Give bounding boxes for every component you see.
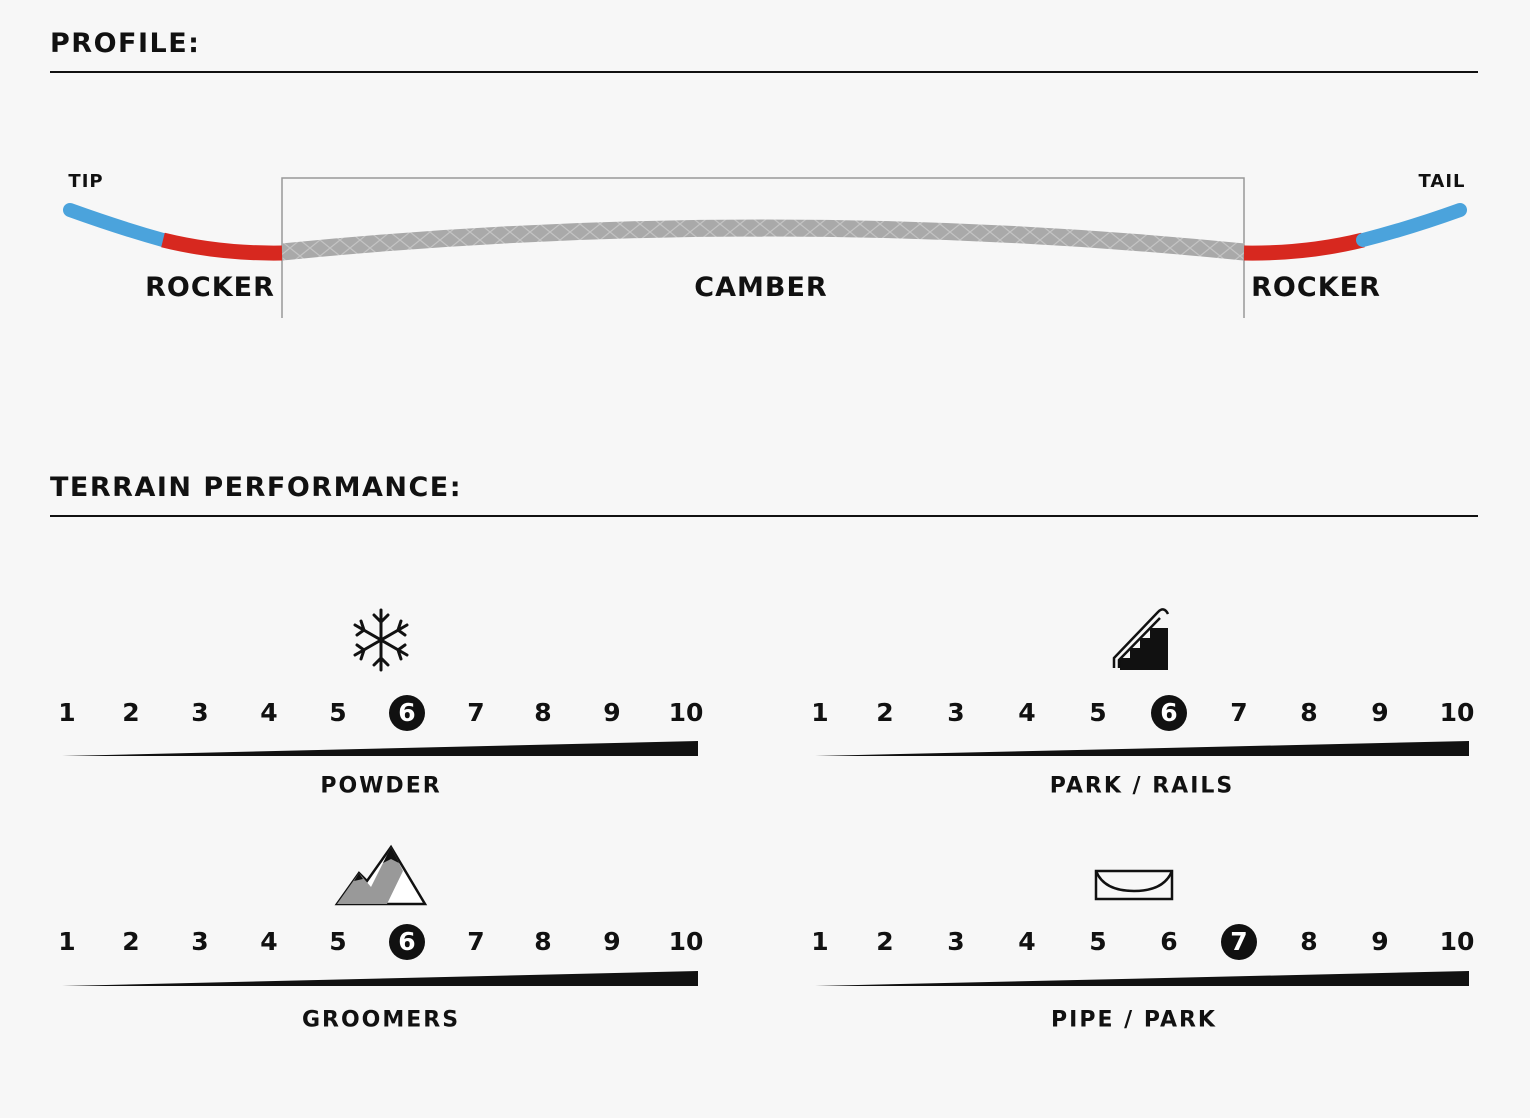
scale-number: 10 — [1439, 698, 1475, 727]
profile-divider — [50, 71, 1478, 73]
rocker-label: ROCKER — [1251, 272, 1381, 303]
camber-label: CAMBER — [694, 272, 828, 303]
tail-section — [1356, 203, 1467, 247]
scale-number: 9 — [1371, 927, 1389, 956]
scale-wedge — [815, 741, 1469, 756]
scale-number: 9 — [1371, 698, 1389, 727]
halfpipe-icon — [1094, 869, 1174, 901]
scale-number: 3 — [191, 698, 209, 727]
scale-number: 7 — [467, 927, 485, 956]
selected-rating: 6 — [389, 924, 425, 960]
scale-number: 9 — [603, 698, 621, 727]
board-profile-diagram — [63, 177, 1467, 318]
rocker-label: ROCKER — [145, 272, 275, 303]
scale-number: 4 — [260, 698, 278, 727]
scale-number: 6 — [1160, 927, 1178, 956]
scale-number: 9 — [603, 927, 621, 956]
scale-number: 8 — [1300, 698, 1318, 727]
terrain-divider — [50, 515, 1478, 517]
scale-number: 7 — [467, 698, 485, 727]
scale-number: 3 — [947, 698, 965, 727]
terrain-label: PARK / RAILS — [1049, 773, 1235, 799]
scale-wedge — [62, 741, 698, 756]
scale-number: 7 — [1230, 698, 1248, 727]
terrain-label: GROOMERS — [301, 1007, 461, 1033]
scale-number: 2 — [876, 698, 894, 727]
terrain-title: TERRAIN PERFORMANCE: — [50, 472, 463, 503]
tip-label: TIP — [68, 171, 104, 192]
camber-section — [281, 219, 1245, 261]
scale-number: 10 — [668, 927, 704, 956]
scale-number: 3 — [191, 927, 209, 956]
tip-section — [63, 203, 170, 247]
mountains-icon — [334, 844, 428, 906]
scale-number: 2 — [122, 927, 140, 956]
scale-number: 5 — [329, 927, 347, 956]
scale-number: 8 — [534, 927, 552, 956]
scale-number: 8 — [534, 698, 552, 727]
scale-number: 4 — [260, 927, 278, 956]
snowflake-icon — [353, 608, 409, 672]
scale-number: 1 — [58, 927, 76, 956]
scale-number: 5 — [1089, 698, 1107, 727]
profile-title: PROFILE: — [50, 28, 201, 59]
scale-number: 1 — [58, 698, 76, 727]
scale-number: 4 — [1018, 698, 1036, 727]
scale-number: 8 — [1300, 927, 1318, 956]
scale-number: 2 — [122, 698, 140, 727]
tail-label: TAIL — [1418, 171, 1466, 192]
scale-number: 2 — [876, 927, 894, 956]
scale-number: 5 — [1089, 927, 1107, 956]
selected-rating: 6 — [1151, 695, 1187, 731]
rocker-section-tip — [161, 232, 283, 261]
scale-number: 5 — [329, 698, 347, 727]
scale-number: 1 — [811, 927, 829, 956]
scale-wedge — [62, 971, 698, 986]
scale-number: 4 — [1018, 927, 1036, 956]
scale-number: 10 — [1439, 927, 1475, 956]
selected-rating: 6 — [389, 695, 425, 731]
scale-number: 1 — [811, 698, 829, 727]
rocker-section-tail — [1243, 232, 1365, 261]
terrain-label: POWDER — [320, 773, 442, 799]
selected-rating: 7 — [1221, 924, 1257, 960]
scale-number: 10 — [668, 698, 704, 727]
scale-number: 3 — [947, 927, 965, 956]
terrain-label: PIPE / PARK — [1051, 1007, 1217, 1033]
stairs-rail-icon — [1112, 608, 1170, 670]
scale-wedge — [815, 971, 1469, 986]
